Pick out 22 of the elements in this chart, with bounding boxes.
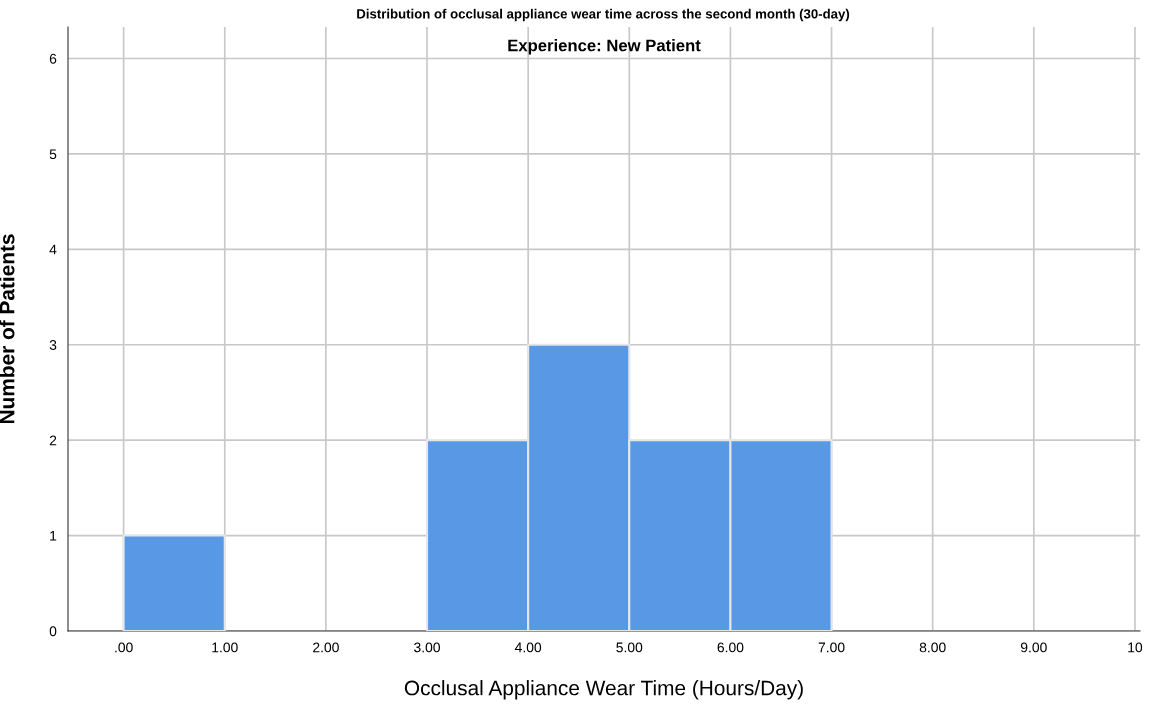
y-axis-title: Number of Patients	[0, 234, 15, 424]
x-tick-label: 7.00	[818, 642, 845, 653]
x-tick-label: 3.00	[414, 642, 440, 653]
y-tick-label: 4	[49, 244, 57, 255]
x-tick-label: .00	[115, 642, 133, 653]
x-tick-label: 4.00	[514, 642, 542, 653]
y-tick-label: 3	[49, 340, 57, 350]
annotation: Experience: New Patient	[508, 39, 701, 55]
x-tick-label: 10	[1128, 642, 1143, 653]
x-tick-label: 9.00	[1020, 642, 1047, 653]
chart-title: Distribution of occlusal appliance wear time across the second month (30-day)	[357, 8, 850, 22]
x-tick-label: 1.00	[212, 642, 238, 653]
x-tick-label: 2.00	[313, 642, 339, 653]
y-tick-label: 5	[49, 149, 57, 160]
y-tick-label: 0	[49, 626, 57, 637]
y-tick-label: 6	[49, 53, 57, 64]
x-tick-label: 6.00	[717, 642, 744, 653]
y-tick-label: 1	[50, 531, 57, 541]
y-tick-label: 2	[49, 435, 57, 446]
x-axis-title: Occlusal Appliance Wear Time (Hours/Day)	[404, 680, 803, 700]
x-tick-label: 5.00	[616, 642, 643, 653]
x-tick-label: 8.00	[919, 642, 946, 653]
